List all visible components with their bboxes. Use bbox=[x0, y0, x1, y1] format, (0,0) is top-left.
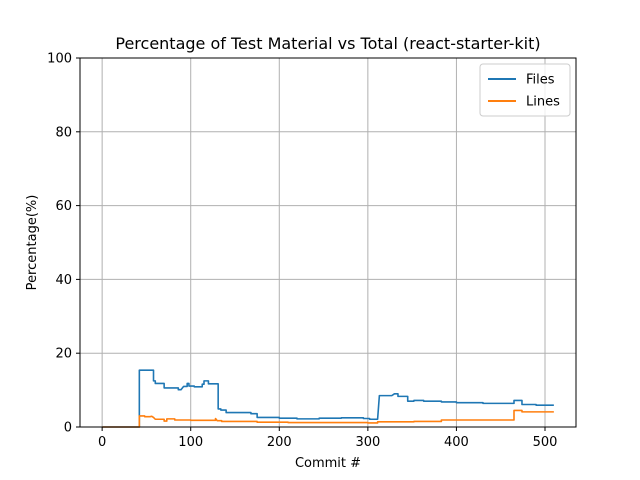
x-tick-label: 100 bbox=[178, 435, 203, 450]
series-line-lines bbox=[102, 409, 554, 428]
x-tick-label: 0 bbox=[98, 435, 106, 450]
legend: Files Lines bbox=[479, 63, 571, 117]
y-tick-label: 60 bbox=[55, 199, 72, 214]
y-tick-label: 100 bbox=[47, 52, 72, 67]
legend-label-lines: Lines bbox=[526, 95, 560, 110]
x-axis-title: Commit # bbox=[295, 456, 361, 471]
y-axis-title: Percentage(%) bbox=[25, 195, 40, 291]
x-tick-label: 400 bbox=[444, 435, 469, 450]
legend-box bbox=[479, 63, 571, 117]
series-layer bbox=[102, 369, 554, 428]
legend-label-files: Files bbox=[526, 73, 555, 88]
x-tick-label: 500 bbox=[533, 435, 558, 450]
y-tick-label: 0 bbox=[64, 421, 72, 436]
grid bbox=[80, 57, 576, 428]
y-tick-label: 40 bbox=[55, 273, 72, 288]
x-tick-label: 300 bbox=[355, 435, 380, 450]
plot-frame bbox=[79, 57, 577, 428]
y-tick-label: 20 bbox=[55, 347, 72, 362]
ticks: 0 100 200 300 400 500 0 20 40 60 80 100 bbox=[47, 52, 557, 451]
chart-title: Percentage of Test Material vs Total (re… bbox=[115, 34, 540, 53]
y-tick-label: 80 bbox=[55, 125, 72, 140]
series-line-files bbox=[102, 369, 554, 428]
x-tick-label: 200 bbox=[267, 435, 292, 450]
